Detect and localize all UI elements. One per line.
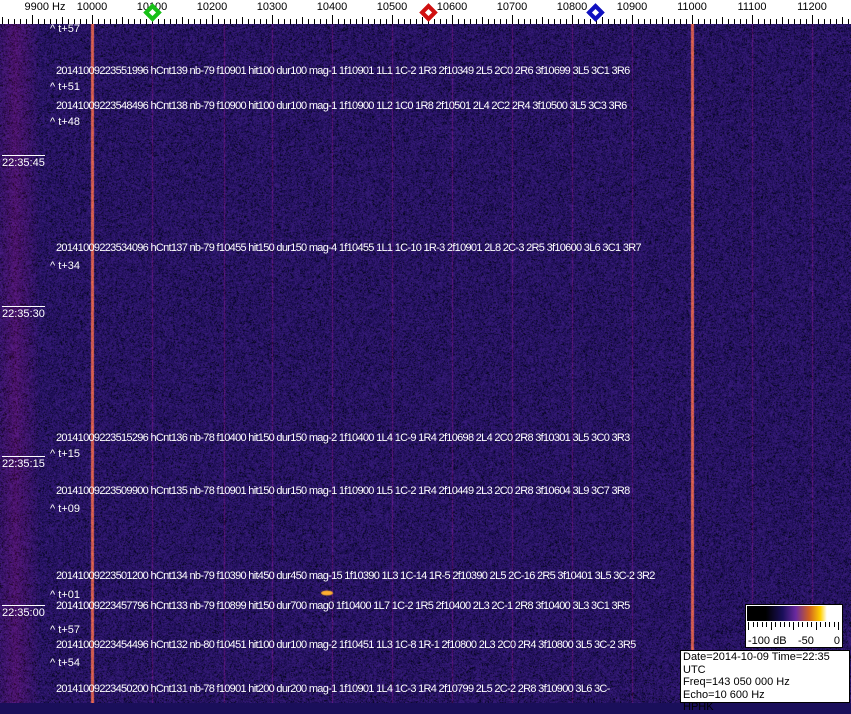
meteor-event-line: 20141009223457796 hCnt133 nb-79 f10899 h…: [56, 601, 630, 612]
ruler-tick: [272, 15, 273, 24]
meteor-event-line: 20141009223534096 hCnt137 nb-79 f10455 h…: [56, 243, 641, 254]
spectrogram-window: 9900 Hz 10000101001020010300104001050010…: [0, 0, 851, 703]
ruler-tick: [782, 17, 783, 24]
ruler-unit-label: 9900 Hz: [25, 1, 66, 13]
ruler-label-10800: 10800: [557, 1, 588, 13]
legend-tick: [784, 622, 785, 627]
time-offset-mark: ^ t+54: [50, 658, 80, 669]
legend-tick: [771, 622, 772, 630]
time-label: 22:35:45: [2, 155, 45, 169]
ruler-tick: [332, 15, 333, 24]
legend-tick: [762, 622, 763, 627]
ruler-label-10500: 10500: [377, 1, 408, 13]
color-gradient: [747, 606, 841, 621]
ruler-tick: [452, 15, 453, 24]
time-label: 22:35:15: [2, 456, 45, 470]
time-label: 22:35:30: [2, 306, 45, 320]
ruler-tick: [92, 15, 93, 24]
ruler-tick: [572, 15, 573, 24]
time-offset-mark: ^ t+34: [50, 261, 80, 272]
ruler-label-10600: 10600: [437, 1, 468, 13]
legend-tick: [838, 622, 839, 630]
ruler-label-11100: 11100: [738, 1, 767, 13]
legend-tick: [757, 622, 758, 627]
legend-label-min: -100 dB: [748, 635, 787, 647]
ruler-label-11000: 11000: [677, 1, 707, 13]
ruler-label-10400: 10400: [317, 1, 348, 13]
ruler-label-10200: 10200: [197, 1, 228, 13]
frequency-ruler[interactable]: 9900 Hz 10000101001020010300104001050010…: [0, 0, 851, 24]
time-offset-mark: ^ t+48: [50, 117, 80, 128]
ruler-tick: [602, 17, 603, 24]
ruler-tick: [632, 15, 633, 24]
ruler-tick: [242, 17, 243, 24]
legend-tick: [829, 622, 830, 627]
ruler-tick: [482, 17, 483, 24]
meteor-event-line: 20141009223501200 hCnt134 nb-79 f10390 h…: [56, 571, 655, 582]
legend-tick: [798, 622, 799, 627]
legend-tick: [820, 622, 821, 627]
ruler-label-10900: 10900: [617, 1, 648, 13]
ruler-label-10000: 10000: [77, 1, 108, 13]
meteor-event-line: 20141009223509900 hCnt135 nb-78 f10901 h…: [56, 486, 630, 497]
ruler-tick: [392, 15, 393, 24]
legend-tick: [766, 622, 767, 627]
ruler-tick: [362, 17, 363, 24]
legend-tick: [793, 622, 794, 630]
info-date-time: Date=2014-10-09 Time=22:35 UTC: [683, 651, 849, 676]
time-offset-mark: ^ t+15: [50, 449, 80, 460]
legend-tick: [802, 622, 803, 627]
ruler-tick: [212, 15, 213, 24]
ruler-tick: [422, 17, 423, 24]
time-offset-mark: ^ t+51: [50, 82, 80, 93]
ruler-tick: [842, 17, 843, 24]
legend-tick: [780, 622, 781, 627]
legend-tick: [775, 622, 776, 627]
ruler-label-11200: 11200: [797, 1, 827, 13]
ruler-tick: [182, 17, 183, 24]
ruler-label-10300: 10300: [257, 1, 288, 13]
ruler-tick: [512, 15, 513, 24]
meteor-event-line: 20141009223551996 hCnt139 nb-79 f10901 h…: [56, 66, 630, 77]
ruler-tick: [122, 17, 123, 24]
legend-tick: [816, 622, 817, 630]
ruler-tick: [32, 15, 33, 24]
legend-tick: [834, 622, 835, 627]
ruler-tick: [302, 17, 303, 24]
legend-tick: [807, 622, 808, 627]
legend-label-mid: -50: [798, 635, 814, 647]
time-offset-mark: ^ t+09: [50, 504, 80, 515]
ruler-tick: [2, 17, 3, 24]
legend-tick: [789, 622, 790, 627]
time-label: 22:35:00: [2, 605, 45, 619]
meteor-event-line: 20141009223548496 hCnt138 nb-79 f10900 h…: [56, 101, 627, 112]
info-box: Date=2014-10-09 Time=22:35 UTC Freq=143 …: [680, 650, 850, 703]
ruler-tick: [692, 15, 693, 24]
legend-tick: [748, 622, 749, 630]
meteor-event-line: 20141009223450200 hCnt131 nb-78 f10901 h…: [56, 684, 610, 695]
ruler-tick: [662, 17, 663, 24]
info-freq: Freq=143 050 000 Hz: [683, 676, 849, 689]
meteor-event-line: 20141009223515296 hCnt136 nb-78 f10400 h…: [56, 433, 630, 444]
ruler-tick: [542, 17, 543, 24]
ruler-tick: [812, 15, 813, 24]
color-scale-legend: -100 dB -50 0: [745, 604, 843, 648]
legend-label-max: 0: [834, 635, 840, 647]
info-echo: Echo=10 600 Hz: [683, 689, 849, 702]
legend-tick: [753, 622, 754, 627]
meteor-event-line: 20141009223454496 hCnt132 nb-80 f10451 h…: [56, 640, 636, 651]
ruler-label-10700: 10700: [497, 1, 528, 13]
ruler-tick: [752, 15, 753, 24]
legend-tick: [811, 622, 812, 627]
time-offset-mark: ^ t+57: [50, 24, 80, 35]
ruler-tick: [722, 17, 723, 24]
legend-tick: [825, 622, 826, 627]
time-offset-mark: ^ t+57: [50, 625, 80, 636]
